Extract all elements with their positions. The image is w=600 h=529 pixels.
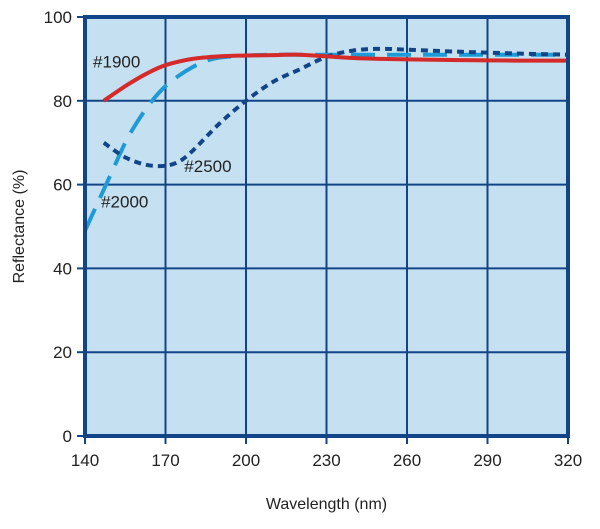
series-line-1900 [102,52,569,103]
x-axis-title: Wavelength (nm) [266,496,387,513]
x-tick-label: 230 [312,451,340,470]
x-tick-label: 260 [393,451,421,470]
y-tick-label: 0 [63,427,72,446]
y-tick-label: 60 [53,176,72,195]
y-tick-label: 40 [53,259,72,278]
y-tick-labels: 0 20 40 60 80 100 [44,8,72,446]
x-tick-label: 170 [151,451,179,470]
y-tick-label: 20 [53,343,72,362]
series-label-2000: #2000 [101,193,148,212]
series-line-2500 [102,46,569,169]
series-annotations: #1900 #2500 #2000 [93,52,232,211]
x-tick-label: 290 [473,451,501,470]
series-label-2500: #2500 [184,157,231,176]
series-line-2000 [83,52,568,232]
tick-marks [77,16,569,444]
x-tick-label: 320 [554,451,582,470]
x-tick-label: 140 [71,451,99,470]
x-tick-label: 200 [232,451,260,470]
series-label-1900: #1900 [93,52,140,71]
y-tick-label: 100 [44,8,72,27]
series-lines [83,46,569,232]
x-tick-labels: 140 170 200 230 260 290 320 [71,451,582,470]
y-tick-label: 80 [53,92,72,111]
y-axis-title: Reflectance (%) [11,170,28,284]
